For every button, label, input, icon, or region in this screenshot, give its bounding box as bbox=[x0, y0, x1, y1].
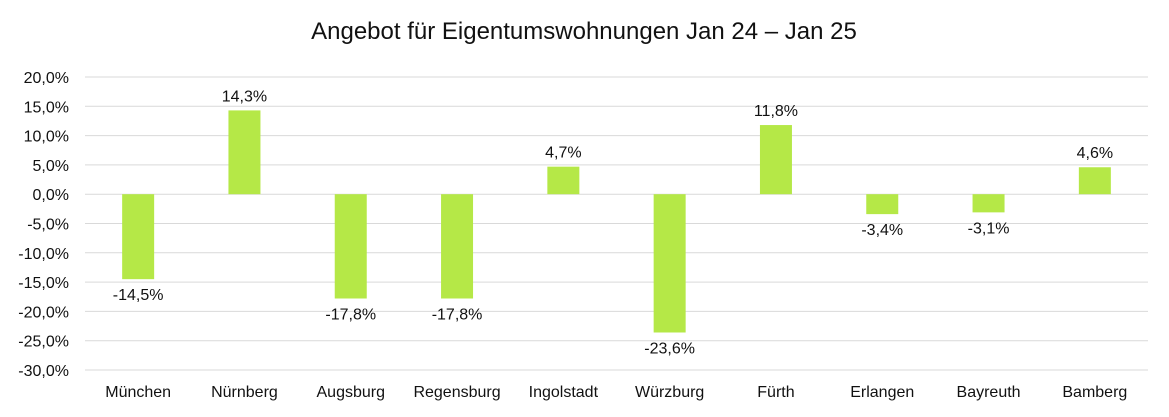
bar-nürnberg bbox=[228, 110, 261, 195]
y-tick-label: -5,0% bbox=[27, 217, 69, 234]
category-label: Regensburg bbox=[413, 384, 500, 401]
y-tick-label: -15,0% bbox=[18, 275, 69, 292]
y-axis-tick-labels: 20,0% 15,0% 10,0% 5,0% 0,0% -5,0% -10,0% -15,0%… bbox=[18, 70, 69, 380]
bar-augsburg bbox=[334, 194, 367, 299]
category-label: Fürth bbox=[757, 384, 794, 401]
category-label: Würzburg bbox=[635, 384, 704, 401]
y-tick-label: -10,0% bbox=[18, 246, 69, 263]
bar-ingolstadt bbox=[547, 166, 580, 195]
category-label: Erlangen bbox=[850, 384, 914, 401]
data-label: 14,3% bbox=[222, 88, 267, 105]
data-label: 4,7% bbox=[545, 145, 581, 162]
data-label: -17,8% bbox=[432, 307, 483, 324]
data-label: -3,4% bbox=[861, 222, 903, 239]
bar-erlangen bbox=[866, 194, 899, 215]
y-tick-label: 20,0% bbox=[24, 70, 69, 87]
y-tick-label: 5,0% bbox=[33, 158, 69, 175]
y-tick-label: 10,0% bbox=[24, 129, 69, 146]
category-label: Bayreuth bbox=[957, 384, 1021, 401]
bar-münchen bbox=[122, 194, 155, 280]
bar-würzburg bbox=[653, 194, 686, 333]
y-tick-label: 0,0% bbox=[33, 187, 69, 204]
y-tick-label: -20,0% bbox=[18, 304, 69, 321]
category-label: Bamberg bbox=[1062, 384, 1127, 401]
data-label: -14,5% bbox=[113, 287, 164, 304]
data-label: 4,6% bbox=[1077, 145, 1113, 162]
bar-fürth bbox=[759, 125, 792, 195]
data-label: 11,8% bbox=[754, 103, 798, 120]
data-label: -23,6% bbox=[644, 340, 695, 357]
category-label: Ingolstadt bbox=[529, 384, 599, 401]
category-label: Nürnberg bbox=[211, 384, 278, 401]
category-label: Augsburg bbox=[317, 384, 386, 401]
bar-regensburg bbox=[441, 194, 474, 299]
category-label: München bbox=[105, 384, 171, 401]
data-labels: -14,5% 14,3% -17,8% -17,8% 4,7% -23,6% 11,8% -3… bbox=[113, 88, 1113, 357]
y-tick-label: -25,0% bbox=[18, 334, 69, 351]
bar-bamberg bbox=[1078, 167, 1111, 195]
chart-title: Angebot für Eigentumswohnungen Jan 24 – … bbox=[311, 18, 857, 45]
bar-bayreuth bbox=[972, 194, 1005, 213]
y-tick-label: 15,0% bbox=[24, 99, 69, 116]
x-axis-category-labels: München Nürnberg Augsburg Regensburg Ingolst… bbox=[105, 384, 1127, 401]
data-label: -3,1% bbox=[968, 220, 1010, 237]
y-tick-label: -30,0% bbox=[18, 363, 69, 380]
bar-series bbox=[122, 110, 1111, 333]
data-label: -17,8% bbox=[325, 307, 376, 324]
grid-lines bbox=[85, 76, 1148, 371]
